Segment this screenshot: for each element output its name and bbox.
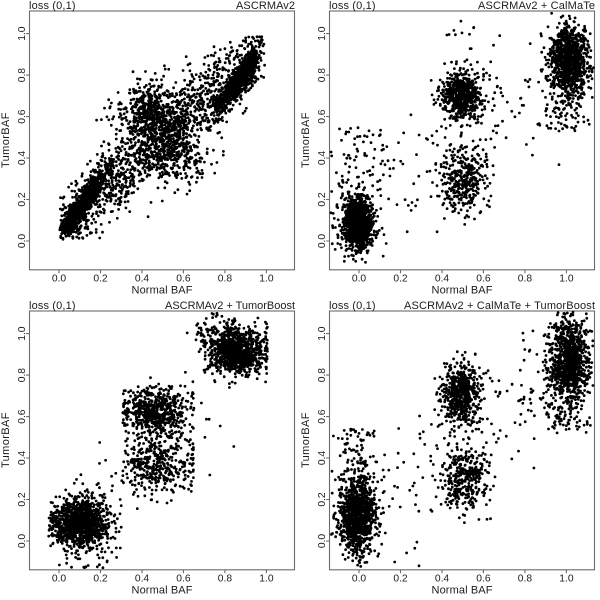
svg-text:loss (0,1): loss (0,1) bbox=[329, 0, 376, 12]
svg-text:0.8: 0.8 bbox=[218, 574, 233, 585]
svg-text:0.4: 0.4 bbox=[435, 274, 450, 285]
svg-text:0.0: 0.0 bbox=[17, 534, 28, 549]
svg-text:0.2: 0.2 bbox=[317, 192, 328, 207]
svg-text:1.0: 1.0 bbox=[317, 326, 328, 341]
svg-text:0.6: 0.6 bbox=[476, 274, 491, 285]
svg-text:0.6: 0.6 bbox=[317, 409, 328, 424]
svg-text:0.0: 0.0 bbox=[317, 234, 328, 249]
svg-text:0.6: 0.6 bbox=[476, 574, 491, 585]
svg-text:0.0: 0.0 bbox=[352, 574, 367, 585]
svg-text:0.2: 0.2 bbox=[317, 492, 328, 507]
svg-text:0.4: 0.4 bbox=[317, 451, 328, 466]
svg-text:0.0: 0.0 bbox=[352, 274, 367, 285]
svg-text:0.0: 0.0 bbox=[317, 534, 328, 549]
svg-text:ASCRMAv2 + CalMaTe + TumorBoos: ASCRMAv2 + CalMaTe + TumorBoost bbox=[404, 300, 595, 312]
svg-text:0.2: 0.2 bbox=[93, 574, 108, 585]
svg-text:0.8: 0.8 bbox=[218, 274, 233, 285]
svg-text:0.4: 0.4 bbox=[17, 451, 28, 466]
svg-text:0.0: 0.0 bbox=[52, 274, 67, 285]
svg-text:0.4: 0.4 bbox=[317, 151, 328, 166]
svg-text:0.0: 0.0 bbox=[17, 234, 28, 249]
svg-text:0.6: 0.6 bbox=[17, 409, 28, 424]
svg-text:0.8: 0.8 bbox=[518, 574, 533, 585]
svg-text:0.4: 0.4 bbox=[135, 274, 150, 285]
svg-text:1.0: 1.0 bbox=[559, 574, 574, 585]
svg-text:1.0: 1.0 bbox=[17, 326, 28, 341]
svg-text:TumorBAF: TumorBAF bbox=[0, 412, 12, 468]
svg-text:0.6: 0.6 bbox=[176, 574, 191, 585]
svg-text:loss (0,1): loss (0,1) bbox=[329, 300, 376, 312]
svg-text:0.2: 0.2 bbox=[393, 574, 408, 585]
svg-text:Normal BAF: Normal BAF bbox=[132, 585, 193, 597]
svg-text:TumorBAF: TumorBAF bbox=[300, 112, 312, 168]
svg-text:0.2: 0.2 bbox=[393, 274, 408, 285]
svg-text:0.0: 0.0 bbox=[52, 574, 67, 585]
svg-text:1.0: 1.0 bbox=[317, 26, 328, 41]
svg-text:0.4: 0.4 bbox=[17, 151, 28, 166]
svg-text:ASCRMAv2 + TumorBoost: ASCRMAv2 + TumorBoost bbox=[165, 300, 295, 312]
svg-text:1.0: 1.0 bbox=[17, 26, 28, 41]
svg-text:0.8: 0.8 bbox=[518, 274, 533, 285]
svg-text:0.6: 0.6 bbox=[176, 274, 191, 285]
svg-text:ASCRMAv2 + CalMaTe: ASCRMAv2 + CalMaTe bbox=[478, 0, 595, 12]
svg-text:0.4: 0.4 bbox=[135, 574, 150, 585]
svg-text:0.8: 0.8 bbox=[317, 68, 328, 83]
svg-text:ASCRMAv2: ASCRMAv2 bbox=[236, 0, 295, 12]
svg-text:0.2: 0.2 bbox=[17, 192, 28, 207]
svg-text:0.2: 0.2 bbox=[93, 274, 108, 285]
svg-text:1.0: 1.0 bbox=[559, 274, 574, 285]
svg-text:Normal BAF: Normal BAF bbox=[432, 285, 493, 297]
svg-text:loss (0,1): loss (0,1) bbox=[29, 0, 76, 12]
svg-text:0.8: 0.8 bbox=[17, 368, 28, 383]
svg-text:1.0: 1.0 bbox=[259, 274, 274, 285]
svg-text:0.8: 0.8 bbox=[17, 68, 28, 83]
svg-text:0.6: 0.6 bbox=[317, 109, 328, 124]
svg-text:loss (0,1): loss (0,1) bbox=[29, 300, 76, 312]
svg-text:0.8: 0.8 bbox=[317, 368, 328, 383]
svg-text:0.6: 0.6 bbox=[17, 109, 28, 124]
svg-text:Normal BAF: Normal BAF bbox=[132, 285, 193, 297]
svg-text:0.4: 0.4 bbox=[435, 574, 450, 585]
svg-text:0.2: 0.2 bbox=[17, 492, 28, 507]
svg-text:Normal BAF: Normal BAF bbox=[432, 585, 493, 597]
svg-text:TumorBAF: TumorBAF bbox=[300, 412, 312, 468]
svg-text:TumorBAF: TumorBAF bbox=[0, 112, 12, 168]
svg-text:1.0: 1.0 bbox=[259, 574, 274, 585]
